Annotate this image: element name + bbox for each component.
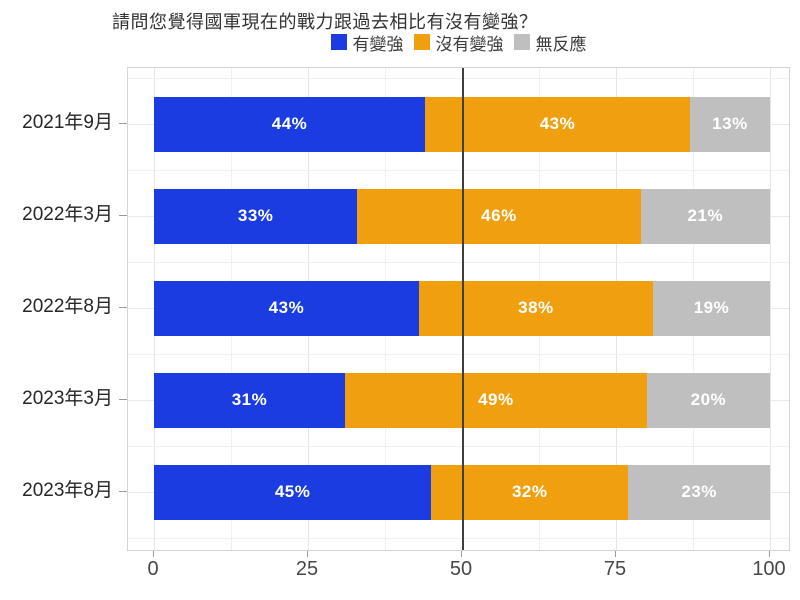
x-axis-tick	[307, 551, 308, 557]
x-axis-tick	[769, 551, 770, 557]
bar-value-label: 31%	[231, 390, 268, 409]
y-axis-tick	[119, 491, 127, 492]
y-axis-label: 2022年3月	[22, 204, 113, 225]
gridline-horizontal-minor	[128, 78, 789, 79]
bar-segment-stronger: 44%	[154, 96, 426, 152]
bar-segment-not-stronger: 38%	[418, 280, 653, 336]
bar-value-label: 23%	[681, 482, 717, 501]
gridline-horizontal-minor	[128, 538, 789, 539]
legend: 有變強 沒有變強 無反應	[127, 30, 790, 55]
bar-segment-not-stronger: 46%	[357, 188, 641, 244]
legend-label-not-stronger: 沒有變強	[435, 34, 504, 54]
y-axis-tick	[119, 307, 127, 308]
legend-item-not-stronger: 沒有變強	[413, 30, 504, 55]
bar-segment-no-response: 20%	[646, 372, 770, 428]
bar-segment-stronger: 31%	[154, 372, 345, 428]
bar-segment-no-response: 23%	[628, 464, 770, 520]
bar-value-label: 49%	[478, 390, 514, 409]
legend-swatch-stronger	[330, 34, 347, 50]
bar-value-label: 32%	[511, 482, 548, 501]
gridline-horizontal-minor	[128, 354, 789, 355]
gridline-horizontal-minor	[128, 262, 789, 263]
legend-label-stronger: 有變強	[352, 34, 404, 54]
plot-panel: 44% 43% 13% 33% 46% 21% 43% 38% 19% 31% 49% 20% 45% 3…	[127, 67, 790, 551]
x-axis-tick	[615, 551, 616, 557]
bar-value-label: 46%	[481, 206, 517, 225]
bar-row-0: 44% 43% 13%	[154, 96, 770, 152]
bar-value-label: 33%	[237, 206, 274, 225]
y-axis-label: 2021年9月	[22, 112, 113, 133]
y-axis-label: 2023年8月	[22, 480, 113, 501]
x-axis-label: 25	[295, 558, 319, 580]
chart-title: 請問您覺得國軍現在的戰力跟過去相比有沒有變強？	[112, 12, 538, 32]
x-axis-label: 75	[603, 558, 627, 580]
bar-value-label: 45%	[274, 482, 311, 501]
bar-segment-no-response: 19%	[652, 280, 770, 336]
y-axis-label: 2022年8月	[22, 296, 113, 317]
bar-value-label: 21%	[687, 206, 724, 225]
bar-segment-no-response: 13%	[689, 96, 770, 152]
gridline-horizontal-minor	[128, 446, 789, 447]
legend-item-stronger: 有變強	[330, 30, 404, 55]
y-axis-tick	[119, 399, 127, 400]
x-axis-tick	[461, 551, 462, 557]
bar-segment-no-response: 21%	[640, 188, 770, 244]
y-axis-label: 2023年3月	[22, 388, 113, 409]
bar-row-3: 31% 49% 20%	[154, 372, 770, 428]
x-axis-label: 100	[752, 558, 786, 580]
bar-segment-not-stronger: 32%	[431, 464, 629, 520]
bar-value-label: 43%	[268, 298, 305, 317]
y-axis-tick	[119, 215, 127, 216]
bar-segment-not-stronger: 49%	[344, 372, 647, 428]
bar-segment-stronger: 43%	[154, 280, 419, 336]
x-axis-label: 0	[147, 558, 159, 580]
legend-swatch-no-response	[513, 34, 530, 50]
bar-value-label: 13%	[712, 114, 748, 133]
x-axis-label: 50	[449, 558, 473, 580]
legend-label-no-response: 無反應	[535, 34, 587, 54]
legend-swatch-not-stronger	[413, 34, 430, 50]
bar-segment-stronger: 45%	[154, 464, 432, 520]
bar-row-1: 33% 46% 21%	[154, 188, 770, 244]
bar-row-4: 45% 32% 23%	[154, 464, 770, 520]
gridline-vertical	[770, 68, 771, 550]
bar-value-label: 44%	[271, 114, 308, 133]
x-axis-tick	[153, 551, 154, 557]
y-axis-tick	[119, 123, 127, 124]
bar-row-2: 43% 38% 19%	[154, 280, 770, 336]
bar-value-label: 43%	[539, 114, 576, 133]
gridline-horizontal-minor	[128, 170, 789, 171]
bar-value-label: 38%	[518, 298, 554, 317]
bar-value-label: 20%	[690, 390, 727, 409]
bar-segment-not-stronger: 43%	[425, 96, 690, 152]
legend-item-no-response: 無反應	[513, 30, 587, 55]
reference-line-50	[462, 68, 464, 550]
bar-segment-stronger: 33%	[154, 188, 358, 244]
bar-value-label: 19%	[693, 298, 730, 317]
